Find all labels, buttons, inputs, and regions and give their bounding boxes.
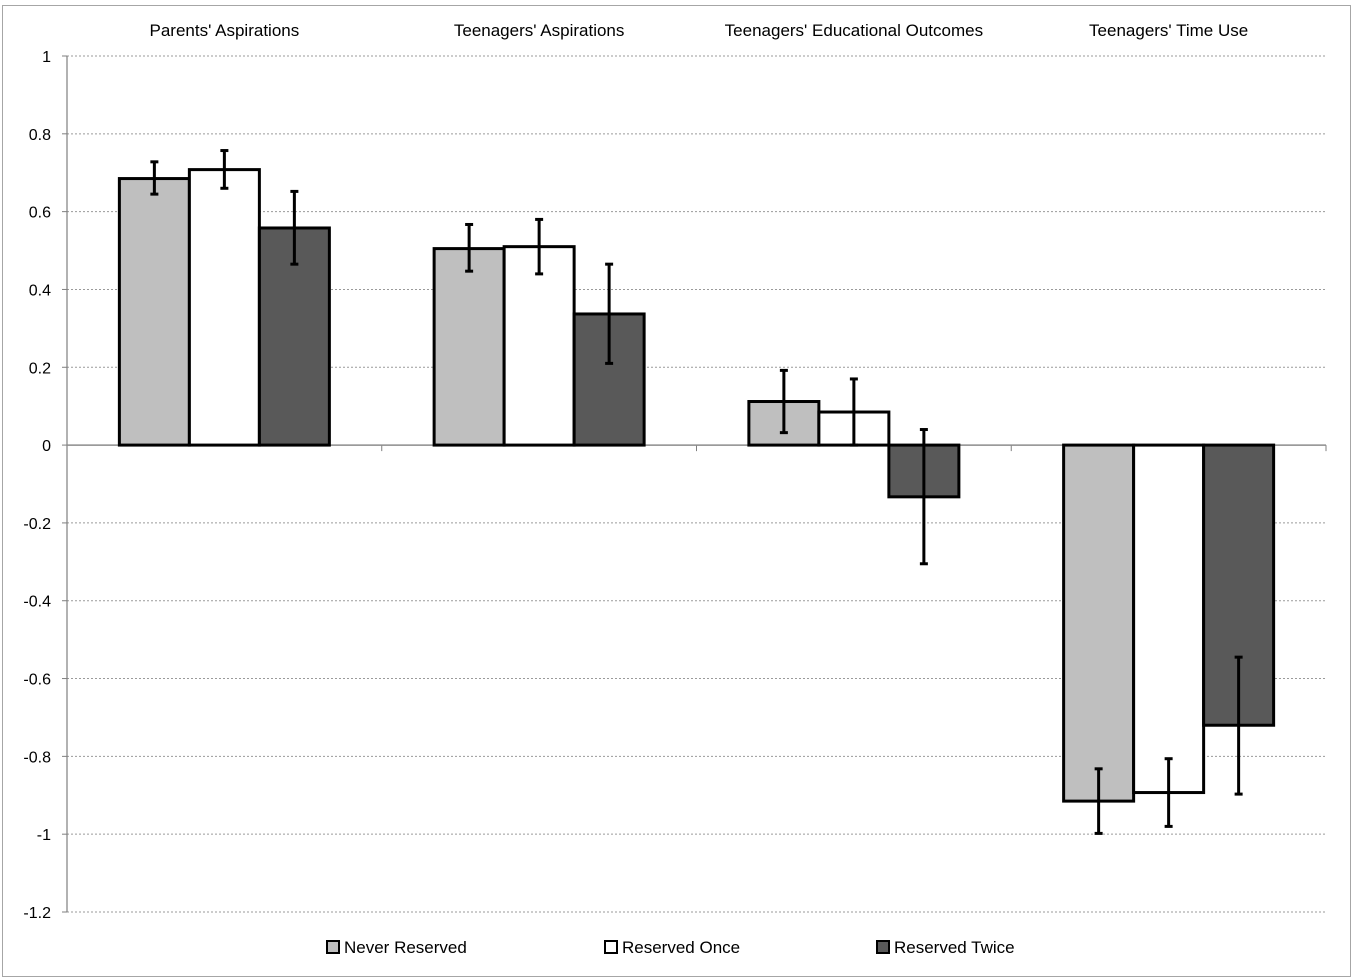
y-tick-label: -0.4 — [23, 594, 51, 611]
y-tick-label: -1.2 — [23, 905, 51, 922]
y-tick-label: 1 — [42, 49, 51, 66]
legend-label-never-reserved: Never Reserved — [344, 938, 467, 957]
y-axis: 1 0.8 0.6 0.4 0.2 0 -0.2 -0.4 -0.6 -0.8 -1 -1.2 — [23, 49, 1327, 922]
y-tick-label: -1 — [37, 827, 51, 844]
bar-never-reserved — [117, 177, 191, 447]
legend-label-reserved-once: Reserved Once — [622, 938, 740, 957]
category-label: Teenagers' Aspirations — [454, 21, 625, 40]
y-tick-label: 0.2 — [29, 360, 51, 377]
chart-frame: 1 0.8 0.6 0.4 0.2 0 -0.2 -0.4 -0.6 -0.8 -1 -1.2 Par… — [2, 5, 1351, 977]
category-label: Teenagers' Educational Outcomes — [725, 21, 983, 40]
bar-reserved-once — [502, 245, 576, 447]
category-label: Teenagers' Time Use — [1089, 21, 1248, 40]
y-tick-label: -0.8 — [23, 749, 51, 766]
y-tick-label: 0.8 — [29, 127, 51, 144]
error-bars — [150, 149, 1243, 835]
legend-label-reserved-twice: Reserved Twice — [894, 938, 1015, 957]
category-label: Parents' Aspirations — [150, 21, 300, 40]
y-tick-label: -0.2 — [23, 516, 51, 533]
y-tick-label: 0.6 — [29, 205, 51, 222]
bar-reserved-once — [1132, 443, 1206, 795]
bar-reserved-once — [187, 168, 261, 447]
gridlines — [67, 55, 1326, 913]
y-tick-label: 0.4 — [29, 282, 51, 299]
y-tick-label: 0 — [42, 438, 51, 455]
bar-chart: 1 0.8 0.6 0.4 0.2 0 -0.2 -0.4 -0.6 -0.8 -1 -1.2 Par… — [23, 21, 1327, 957]
bars — [117, 168, 1276, 803]
legend-swatch-reserved-once — [604, 940, 618, 954]
legend: Never Reserved Reserved Once Reserved Twic… — [326, 938, 1015, 957]
category-labels: Parents' Aspirations Teenagers' Aspiratio… — [150, 21, 1249, 40]
legend-swatch-never-reserved — [326, 940, 340, 954]
y-tick-label: -0.6 — [23, 672, 51, 689]
legend-swatch-reserved-twice — [876, 940, 890, 954]
bar-never-reserved — [1062, 443, 1136, 803]
bar-never-reserved — [432, 247, 506, 447]
